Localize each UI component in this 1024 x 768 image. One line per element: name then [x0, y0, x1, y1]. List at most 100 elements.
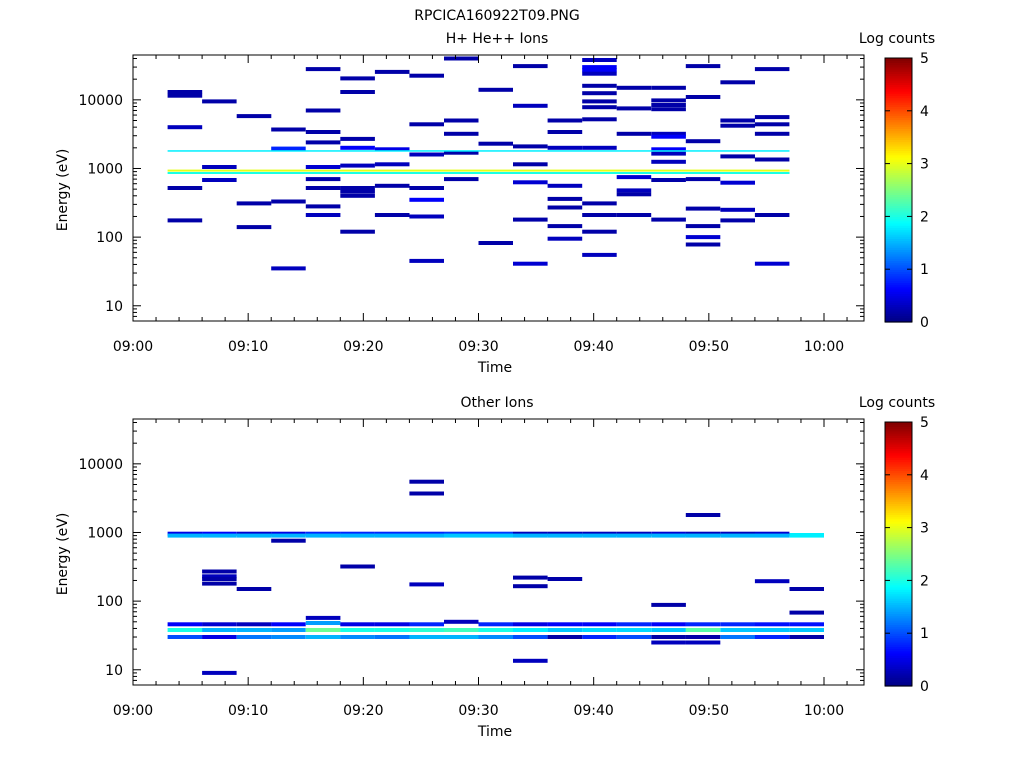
- colorbar-swatch: [885, 77, 912, 81]
- colorbar-swatch: [885, 176, 912, 180]
- heatmap-cell: [685, 622, 721, 627]
- colorbar-swatch: [885, 183, 912, 187]
- colorbar-swatch: [885, 540, 912, 544]
- heatmap-cell: [616, 192, 652, 197]
- colorbar-swatch: [885, 84, 912, 88]
- colorbar-swatch: [885, 154, 912, 158]
- heatmap-cell: [582, 71, 617, 76]
- colorbar-swatch: [885, 216, 912, 220]
- heatmap-cell: [409, 197, 444, 202]
- heatmap-cell: [789, 533, 824, 538]
- colorbar-swatch: [885, 441, 912, 445]
- heatmap-cell: [651, 602, 686, 607]
- heatmap-cell: [202, 574, 237, 579]
- colorbar-tick-label: 0: [920, 315, 929, 331]
- heatmap-cell: [271, 635, 306, 639]
- heatmap-cell: [651, 635, 686, 639]
- y-tick-label: 100: [96, 230, 123, 246]
- y-axis-label: Energy (eV): [55, 513, 71, 596]
- heatmap-cell: [271, 146, 306, 151]
- heatmap-cell: [478, 635, 513, 639]
- colorbar-swatch: [885, 234, 912, 237]
- x-tick-label: 09:50: [689, 339, 729, 355]
- colorbar-swatch: [885, 306, 912, 310]
- colorbar-swatch: [885, 670, 912, 674]
- colorbar-swatch: [885, 86, 912, 90]
- colorbar-swatch: [885, 207, 912, 211]
- colorbar-swatch: [885, 192, 912, 195]
- heatmap-cell: [340, 145, 375, 150]
- heatmap-cell: [513, 144, 548, 149]
- colorbar: 0 1 2 3 4 5: [884, 51, 929, 331]
- colorbar-swatch: [885, 58, 912, 61]
- colorbar-swatch: [885, 661, 912, 665]
- colorbar-swatch: [885, 179, 912, 182]
- heatmap-cell: [720, 180, 755, 185]
- colorbar-swatch: [885, 677, 912, 680]
- x-tick-label: 09:40: [573, 703, 613, 719]
- heatmap-cell: [374, 147, 410, 152]
- heatmap-cell: [167, 93, 203, 98]
- heatmap-cell: [685, 533, 721, 538]
- colorbar-swatch: [885, 282, 912, 286]
- colorbar-swatch: [885, 516, 912, 520]
- colorbar-swatch: [885, 604, 912, 608]
- colorbar-swatch: [885, 170, 912, 173]
- heatmap-cell: [305, 186, 341, 190]
- heatmap-cell: [167, 186, 203, 190]
- figure-title: RPCICA160922T09.PNG: [414, 8, 579, 24]
- colorbar-swatch: [885, 501, 912, 504]
- heatmap-cell: [513, 103, 548, 108]
- heatmap-cell: [582, 99, 617, 104]
- heatmap-cell: [202, 99, 237, 104]
- heatmap-cell: [202, 628, 237, 632]
- colorbar-swatch: [885, 313, 912, 316]
- heatmap-cell: [513, 622, 548, 627]
- heatmap-cell: [513, 635, 548, 639]
- colorbar-swatch: [885, 205, 912, 209]
- heatmap-cell: [202, 622, 237, 627]
- colorbar-swatch: [885, 521, 912, 524]
- heatmap-cell: [754, 533, 790, 538]
- heatmap-cell: [720, 80, 755, 85]
- colorbar-swatch: [885, 113, 912, 116]
- colorbar-swatch: [885, 569, 912, 573]
- heatmap-cell: [582, 622, 617, 627]
- colorbar-swatch: [885, 547, 912, 551]
- heatmap-cell: [547, 118, 583, 123]
- heatmap-cell: [409, 628, 444, 632]
- colorbar-swatch: [885, 426, 912, 430]
- heatmap-cell: [547, 533, 583, 538]
- colorbar-swatch: [885, 626, 912, 630]
- heatmap-cell: [374, 622, 410, 627]
- colorbar-swatch: [885, 668, 912, 672]
- heatmap-cell: [720, 123, 755, 128]
- colorbar-swatch: [885, 490, 912, 493]
- colorbar-swatch: [885, 141, 912, 145]
- colorbar-swatch: [885, 275, 912, 279]
- heatmap-cell: [616, 213, 652, 217]
- colorbar-swatch: [885, 646, 912, 650]
- colorbar-swatch: [885, 507, 912, 511]
- heatmap-cell: [582, 83, 617, 88]
- colorbar-swatch: [885, 576, 912, 579]
- heatmap-cell: [651, 622, 686, 627]
- heatmap-cell: [305, 213, 341, 217]
- colorbar-tick-label: 0: [920, 679, 929, 695]
- colorbar-swatch: [885, 659, 912, 663]
- colorbar-swatch: [885, 128, 912, 132]
- colorbar-tick-label: 5: [920, 415, 929, 431]
- colorbar-label: Log counts: [859, 395, 935, 411]
- heatmap-cell: [685, 628, 721, 632]
- colorbar-swatch: [885, 479, 912, 482]
- colorbar-swatch: [885, 496, 912, 500]
- heatmap-cell: [754, 122, 790, 127]
- heatmap-cell: [651, 98, 686, 103]
- heatmap-cell: [167, 90, 203, 94]
- heatmap-cell: [444, 118, 479, 123]
- colorbar-swatch: [885, 565, 912, 568]
- colorbar-swatch: [885, 589, 912, 592]
- colorbar-swatch: [885, 485, 912, 489]
- heatmap-cell: [513, 575, 548, 580]
- heatmap-cell: [547, 196, 583, 201]
